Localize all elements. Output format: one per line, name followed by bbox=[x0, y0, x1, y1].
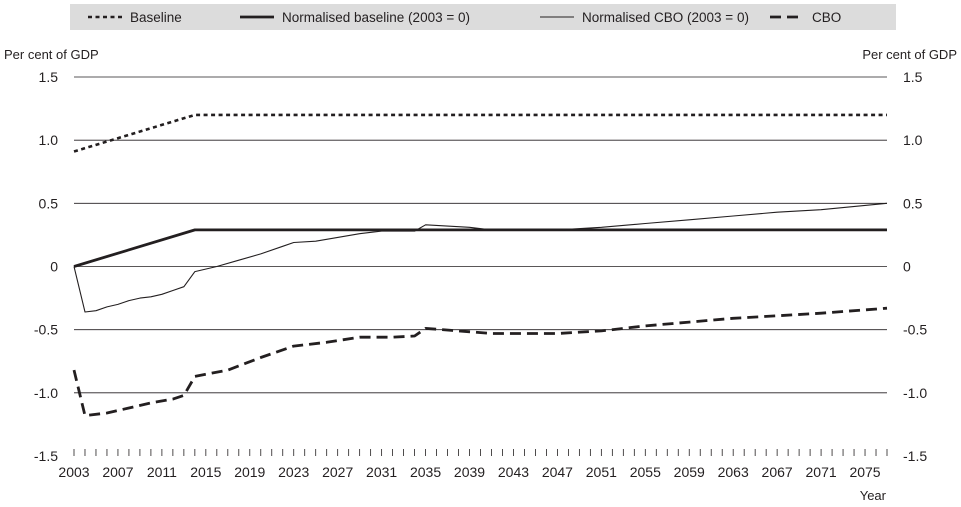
y-tick-label-right: -1.0 bbox=[903, 385, 927, 401]
legend-label: Baseline bbox=[130, 10, 182, 25]
x-tick-label: 2039 bbox=[454, 464, 485, 480]
x-tick-label: 2075 bbox=[849, 464, 880, 480]
x-tick-label: 2063 bbox=[718, 464, 749, 480]
legend-background bbox=[70, 4, 896, 30]
x-tick-label: 2027 bbox=[322, 464, 353, 480]
legend-label: CBO bbox=[812, 10, 841, 25]
gridlines bbox=[74, 76, 887, 394]
right-axis-unit-label: Per cent of GDP bbox=[862, 47, 957, 62]
x-tick-label: 2043 bbox=[498, 464, 529, 480]
y-tick-label-right: 1.5 bbox=[903, 69, 923, 85]
x-tick-label: 2059 bbox=[674, 464, 705, 480]
x-tick-label: 2055 bbox=[630, 464, 661, 480]
y-tick-label-left: 0.5 bbox=[39, 195, 59, 211]
x-tick-label: 2007 bbox=[102, 464, 133, 480]
y-tick-label-left: -1.0 bbox=[34, 385, 58, 401]
x-tick-label: 2071 bbox=[806, 464, 837, 480]
y-tick-label-left: 1.0 bbox=[39, 132, 59, 148]
x-axis-title: Year bbox=[860, 488, 887, 503]
x-tick-label: 2015 bbox=[190, 464, 221, 480]
y-tick-label-left: -0.5 bbox=[34, 322, 58, 338]
x-tick-label: 2031 bbox=[366, 464, 397, 480]
x-tick-label: 2047 bbox=[542, 464, 573, 480]
x-tick-label: 2003 bbox=[58, 464, 89, 480]
series-line-1 bbox=[73, 113, 887, 153]
x-axis: 2003 2007 2011 2015 2019 2023 2027 2031 2035 2039… bbox=[58, 449, 888, 480]
x-tick-label: 2035 bbox=[410, 464, 441, 480]
left-axis-unit-label: Per cent of GDP bbox=[4, 47, 99, 62]
series-line-3 bbox=[73, 202, 888, 313]
y-tick-label-left: 1.5 bbox=[39, 69, 59, 85]
series-line-2 bbox=[73, 228, 887, 268]
y-tick-label-left: -1.5 bbox=[34, 448, 58, 464]
x-tick-label: 2019 bbox=[234, 464, 265, 480]
legend-label: Normalised CBO (2003 = 0) bbox=[582, 10, 749, 25]
x-tick-label: 2023 bbox=[278, 464, 309, 480]
x-tick-label: 2067 bbox=[762, 464, 793, 480]
right-y-axis-ticks: 1.5 1.0 0.5 0 -0.5 -1.0 -1.5 bbox=[903, 69, 927, 464]
x-tick-label: 2051 bbox=[586, 464, 617, 480]
series-layer bbox=[72, 113, 888, 418]
legend-label: Normalised baseline (2003 = 0) bbox=[282, 10, 470, 25]
y-tick-label-left: 0 bbox=[50, 259, 58, 275]
y-tick-label-right: 0.5 bbox=[903, 195, 923, 211]
x-tick-label: 2011 bbox=[147, 464, 177, 480]
left-y-axis-ticks: 1.5 1.0 0.5 0 -0.5 -1.0 -1.5 bbox=[34, 69, 58, 464]
y-tick-label-right: -0.5 bbox=[903, 322, 927, 338]
y-tick-label-right: 1.0 bbox=[903, 132, 923, 148]
y-tick-label-right: -1.5 bbox=[903, 448, 927, 464]
y-tick-label-right: 0 bbox=[903, 259, 911, 275]
series-line-4 bbox=[72, 306, 888, 418]
legend: Baseline Normalised baseline (2003 = 0) No… bbox=[70, 4, 896, 30]
